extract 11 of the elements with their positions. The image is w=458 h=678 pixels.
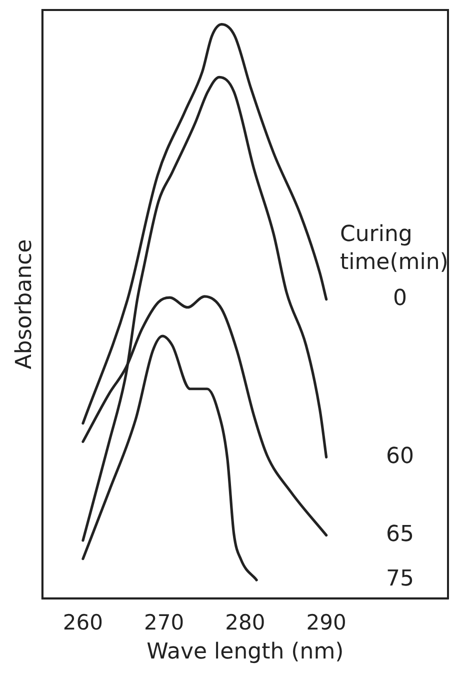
legend-title: Curing time(min) [340, 222, 448, 276]
text: 75 [386, 566, 414, 592]
x-tick-label: 260 [62, 610, 104, 634]
x-tick-label: 290 [306, 610, 346, 634]
text: 0 [393, 286, 407, 312]
y-axis-title: Absorbance [12, 239, 37, 370]
x-tick-label: 280 [225, 610, 266, 634]
x-tick-label: 270 [144, 610, 184, 634]
x-axis-title: Wave length (nm) [146, 640, 344, 665]
text: 65 [386, 522, 414, 547]
text: 60 [386, 444, 414, 469]
